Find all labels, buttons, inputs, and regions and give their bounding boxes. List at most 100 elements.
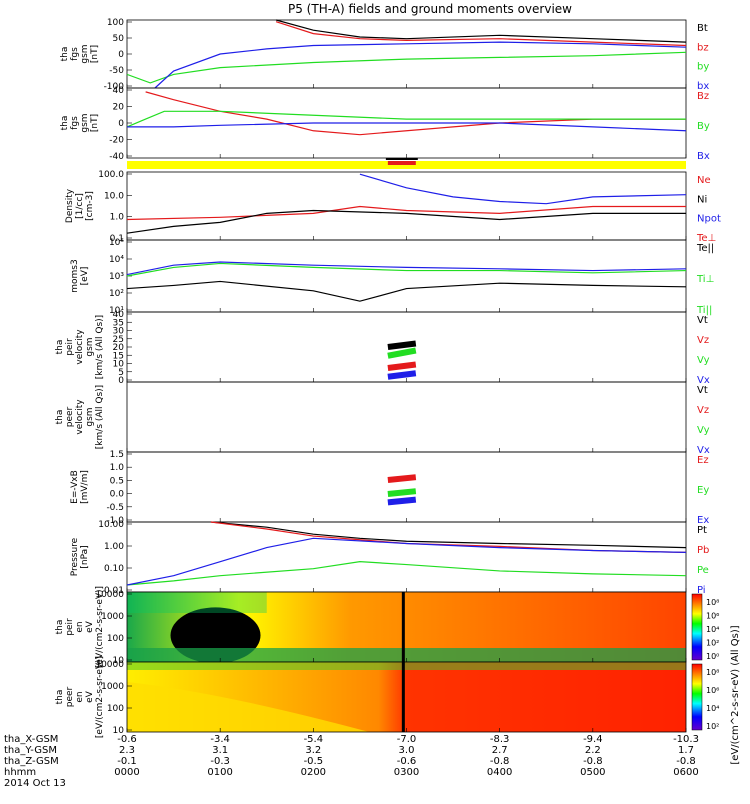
y-tick-label: 10¹	[109, 306, 124, 316]
plot-title: P5 (TH-A) fields and ground moments over…	[288, 2, 572, 16]
y-axis-label: [mV/m]	[80, 470, 90, 504]
y-tick-label: 10.0	[104, 191, 124, 201]
y-tick-label: 10	[113, 656, 125, 666]
bottom-tick-t: 0500	[580, 767, 606, 778]
y-axis-label: tha	[55, 620, 65, 635]
bottom-tick-z: -0.1	[117, 756, 137, 767]
bottom-tick-column: -9.4 2.2 -0.8 0500	[575, 734, 611, 778]
colorbar-tick: 10⁸	[706, 598, 719, 607]
y-axis-label: eV	[85, 620, 95, 633]
y-axis-label: peer	[65, 686, 75, 707]
y-axis-label: velocity	[75, 329, 85, 365]
y-axis-label: [nT]	[90, 45, 100, 63]
series-Ez	[387, 474, 417, 483]
y-tick-label: -0.5	[106, 503, 124, 513]
y-tick-label: 1000	[101, 682, 124, 692]
panel-1: 40 20 0 -20 -40 tha fgs gsm [nT] Bz By Bx	[60, 86, 710, 162]
legend-Ni: Ni	[697, 194, 707, 205]
bottom-tick-x: -5.4	[303, 734, 324, 745]
y-tick-label: 10	[113, 360, 125, 370]
y-tick-label: 10⁴	[109, 255, 124, 265]
y-tick-label: 40	[113, 86, 125, 96]
bottom-tick-t: 0600	[673, 767, 699, 778]
y-axis-label: [1/cc]	[75, 193, 85, 219]
legend-Vz: Vz	[697, 405, 709, 416]
bottom-tick-z: -0.8	[676, 756, 696, 767]
colorbar-tick: 10⁶	[706, 612, 719, 621]
bottom-row-label: hhmm	[4, 767, 37, 778]
y-tick-label: -100	[104, 82, 125, 92]
series-Vx	[387, 370, 417, 380]
colorbar-tick: 10⁶	[706, 686, 719, 695]
legend-bz: bz	[697, 42, 709, 53]
panel-8: 10.00 1.00 0.10 0.01 Pressure [nPa] Pt Pb Pe Pi	[70, 520, 709, 596]
y-tick-label: 0	[118, 376, 124, 386]
spectrogram-upper-band	[127, 592, 267, 613]
y-axis-label: [km/s (All Qs)]	[95, 385, 105, 449]
legend-Te⊥: Te⊥	[696, 233, 716, 244]
y-tick-label: 25	[113, 335, 124, 345]
bottom-tick-column: -5.4 3.2 -0.5 0200	[295, 734, 331, 778]
y-axis-label: tha	[60, 116, 70, 131]
y-tick-label: 0.01	[104, 586, 124, 596]
y-axis-label: gsm	[80, 44, 90, 63]
y-axis-label: en	[75, 691, 85, 702]
y-tick-label: 30	[113, 327, 125, 337]
bottom-tick-column: -8.3 2.7 -0.8 0400	[482, 734, 518, 778]
series-Pb	[210, 521, 687, 553]
legend-Ex: Ex	[697, 515, 709, 526]
series-Vt	[387, 340, 417, 350]
series-by	[126, 51, 687, 84]
bottom-row-label: tha_Z-GSM	[4, 756, 59, 767]
colorbar	[691, 663, 703, 731]
series-Pt	[210, 521, 687, 549]
y-axis-label: tha	[55, 410, 65, 425]
colorbar-tick: 10⁸	[706, 668, 719, 677]
bottom-tick-y: 2.2	[584, 745, 601, 756]
bottom-tick-z: -0.3	[210, 756, 230, 767]
series-Bt	[275, 19, 687, 43]
bottom-tick-t: 0400	[486, 767, 513, 778]
y-axis-label: [eV/(cm2-s-sr-eV)]	[95, 586, 105, 668]
y-axis-label: peer	[65, 406, 75, 427]
legend-Npot: Npot	[697, 214, 721, 225]
bottom-tick-y: 3.2	[305, 745, 322, 756]
y-tick-label: 100	[107, 634, 124, 644]
series-Pi	[126, 537, 687, 586]
series-Ex	[387, 496, 417, 506]
series-Vy	[387, 347, 417, 359]
panel-frame	[126, 451, 687, 523]
y-tick-label: 100	[107, 704, 124, 714]
mode-bar-burst-marker	[385, 158, 418, 160]
bottom-tick-z: -0.6	[396, 756, 417, 767]
y-axis-label: [km/s (All Qs)]	[95, 315, 105, 379]
y-tick-label: 10	[113, 726, 125, 736]
bottom-tick-x: -0.6	[117, 734, 137, 745]
y-tick-label: 35	[113, 318, 124, 328]
y-axis-label: moms3	[70, 259, 80, 292]
legend-Te||: Te||	[696, 243, 714, 254]
y-tick-label: -1.0	[106, 516, 124, 526]
series-Ey	[387, 488, 417, 497]
y-tick-label: 1.0	[110, 463, 125, 473]
panel-10: 10⁸ 10⁶ 10⁴ 10² 10000 1000 100 10 tha peer en eV [eV…	[55, 656, 719, 738]
y-tick-label: 0.1	[110, 234, 124, 244]
legend-Vx: Vx	[697, 445, 710, 456]
y-tick-label: 1000	[101, 612, 124, 622]
series-Npot	[359, 173, 687, 205]
bottom-tick-column: -7.0 3.0 -0.6 0300	[389, 734, 425, 778]
y-tick-label: 1.0	[110, 213, 125, 223]
y-axis-label: en	[75, 621, 85, 632]
legend-Vt: Vt	[697, 315, 708, 326]
bottom-tick-column: -0.6 2.3 -0.1 0000	[109, 734, 145, 778]
bottom-tick-y: 3.1	[212, 745, 229, 756]
panel-frame	[126, 381, 687, 453]
y-tick-label: 10000	[95, 590, 124, 600]
y-tick-label: 50	[113, 34, 125, 44]
y-tick-label: 100	[107, 18, 124, 28]
y-axis-label: peir	[65, 338, 75, 356]
colorbar-tick: 10²	[706, 722, 719, 731]
y-tick-label: 10³	[109, 272, 124, 282]
bottom-tick-t: 0000	[114, 767, 140, 778]
